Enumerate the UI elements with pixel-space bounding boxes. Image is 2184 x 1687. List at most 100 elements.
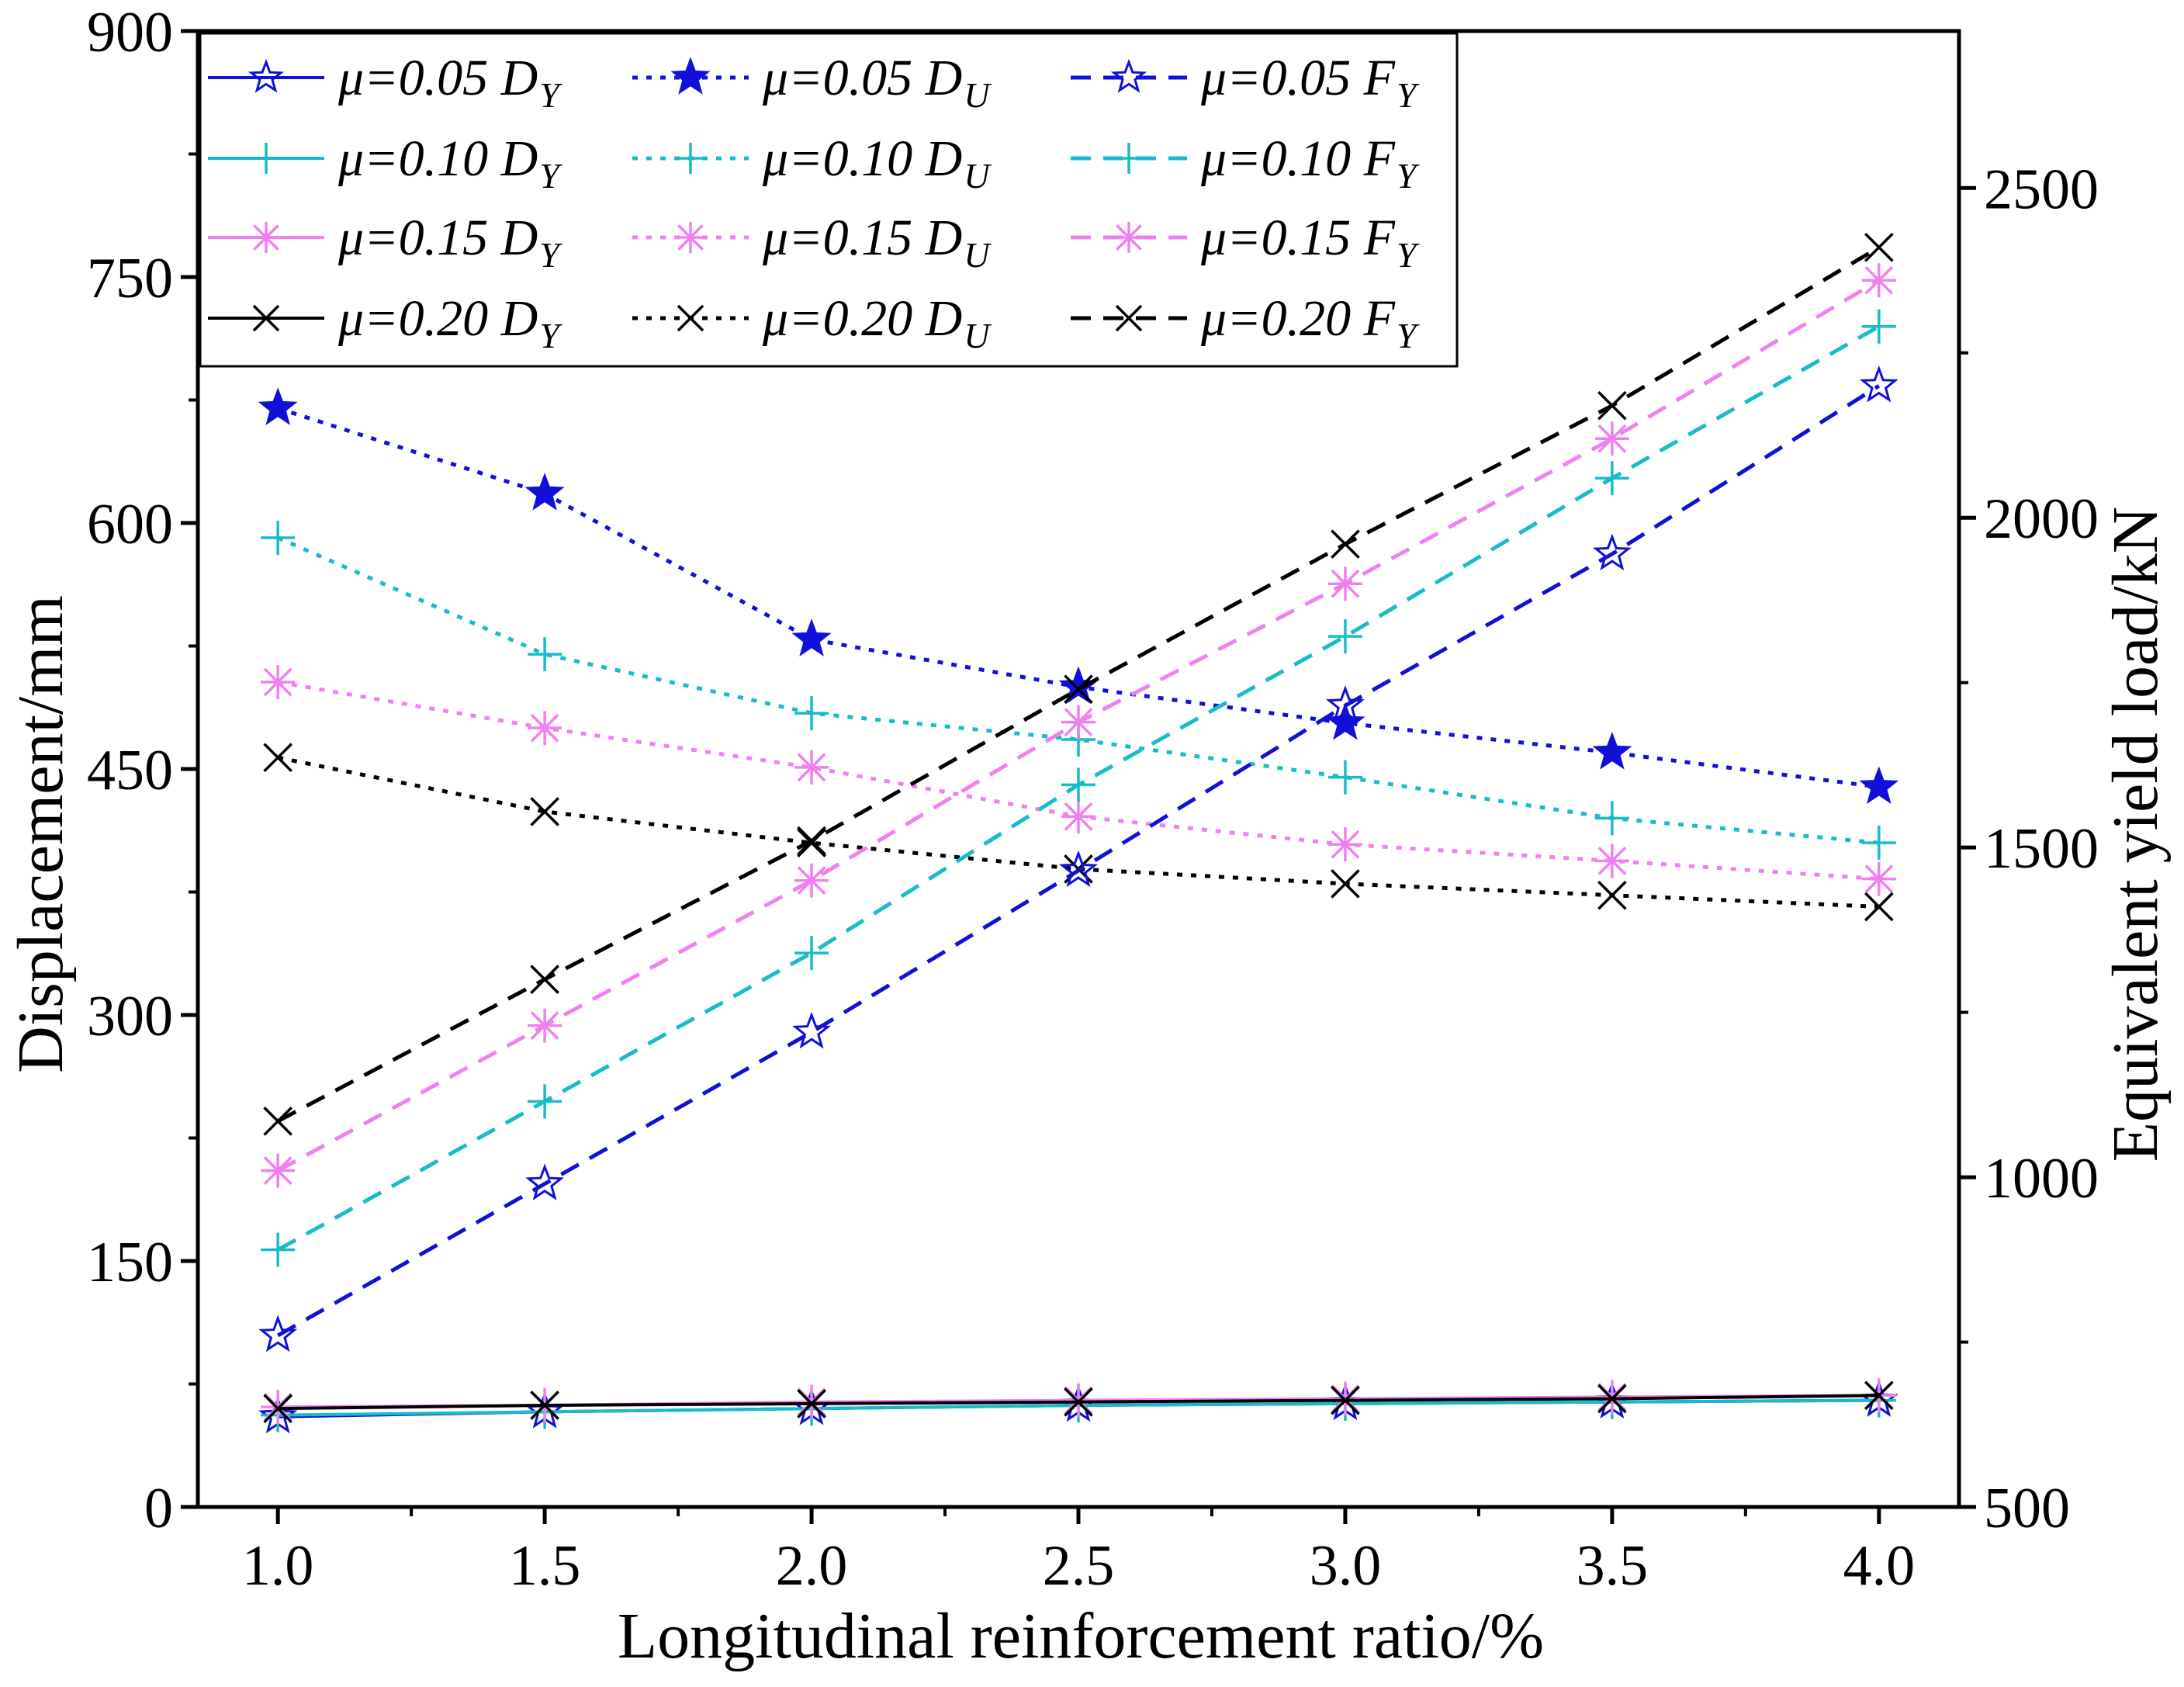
legend-entry-8: μ=0.05 FY <box>1071 50 1420 115</box>
data-point-8-6 <box>1859 365 1898 403</box>
data-point-9-1 <box>528 1084 562 1119</box>
data-point-4-0 <box>258 387 298 425</box>
legend-marker-3 <box>252 304 280 332</box>
legend-marker-10 <box>1113 222 1144 253</box>
data-point-3-5 <box>1597 1384 1627 1414</box>
data-point-11-2 <box>797 826 826 856</box>
data-point-9-5 <box>1594 461 1629 496</box>
data-point-7-6 <box>1864 892 1894 922</box>
y-left-tick-label-900: 900 <box>87 1 173 64</box>
series-8 <box>258 365 1898 1353</box>
y-right-tick-label-2000: 2000 <box>1984 487 2099 551</box>
legend-marker-1 <box>251 143 282 174</box>
x-axis-title: Longitudinal reinforcement ratio/% <box>618 1600 1544 1672</box>
data-point-10-5 <box>1594 421 1629 456</box>
data-point-3-6 <box>1864 1380 1894 1411</box>
data-point-8-4 <box>1325 685 1365 722</box>
legend-label-11: μ=0.20 FY <box>1200 290 1420 355</box>
data-point-4-4 <box>1325 701 1365 740</box>
y-left-tick-label-450: 450 <box>87 739 173 802</box>
legend-label-7: μ=0.20 DU <box>762 290 992 355</box>
legend-marker-5 <box>675 143 706 174</box>
data-point-7-4 <box>1331 869 1360 899</box>
x-tick-label-3.5: 3.5 <box>1577 1534 1649 1598</box>
series-11 <box>263 232 1894 1136</box>
data-point-10-6 <box>1861 263 1896 298</box>
legend-entry-0: μ=0.05 DY <box>208 50 562 115</box>
data-point-4-1 <box>524 473 565 511</box>
data-point-9-0 <box>261 1232 296 1267</box>
x-tick-label-4.0: 4.0 <box>1843 1534 1916 1598</box>
legend-entry-6: μ=0.15 DU <box>632 210 992 275</box>
legend-entry-1: μ=0.10 DY <box>208 130 562 196</box>
legend-entry-2: μ=0.15 DY <box>208 210 562 275</box>
series-5 <box>261 521 1896 861</box>
series-10 <box>261 263 1896 1188</box>
data-point-10-2 <box>794 863 829 898</box>
x-tick-label-2.5: 2.5 <box>1043 1534 1115 1598</box>
data-point-8-2 <box>792 1011 832 1049</box>
data-point-7-0 <box>263 743 293 773</box>
legend-label-1: μ=0.10 DY <box>337 130 562 196</box>
data-point-9-2 <box>794 936 829 971</box>
legend-label-3: μ=0.20 DY <box>337 290 562 355</box>
data-point-11-0 <box>263 1106 293 1136</box>
series-line-8 <box>276 384 1881 1338</box>
series-6 <box>261 664 1896 896</box>
y-axis-title-right: Equivalent yield load/kN <box>2099 507 2172 1162</box>
data-point-10-4 <box>1327 566 1362 601</box>
legend-label-0: μ=0.05 DY <box>337 50 562 115</box>
data-point-11-1 <box>530 965 559 994</box>
legend-marker-0 <box>247 58 285 93</box>
legend-label-8: μ=0.05 FY <box>1200 50 1420 115</box>
legend-marker-2 <box>251 222 282 253</box>
legend-label-2: μ=0.15 DY <box>337 210 562 275</box>
data-point-5-2 <box>794 696 829 731</box>
series-4 <box>258 387 1899 805</box>
legend-marker-8 <box>1110 58 1147 93</box>
legend-label-5: μ=0.10 DU <box>762 130 992 196</box>
y-left-tick-label-600: 600 <box>87 493 173 556</box>
series-3 <box>263 1380 1894 1424</box>
data-point-5-6 <box>1861 826 1896 861</box>
legend-entry-7: μ=0.20 DU <box>632 290 992 355</box>
legend-entry-10: μ=0.15 FY <box>1071 210 1420 275</box>
legend-marker-11 <box>1115 304 1143 332</box>
axes-layer: 1.0 1.5 2.0 2.5 3.0 3.5 4.0 0 150 300 450 600 750 900… <box>87 1 2099 1598</box>
y-left-tick-label-300: 300 <box>87 985 173 1048</box>
data-point-8-0 <box>258 1315 298 1353</box>
y-right-tick-label-2500: 2500 <box>1984 158 2099 221</box>
legend-entry-5: μ=0.10 DU <box>632 130 992 196</box>
data-point-8-1 <box>525 1163 565 1200</box>
legend-entry-11: μ=0.20 FY <box>1071 290 1420 355</box>
data-point-10-0 <box>261 1153 296 1188</box>
legend-entry-9: μ=0.10 FY <box>1071 130 1420 196</box>
data-point-4-6 <box>1859 766 1899 805</box>
data-point-11-5 <box>1597 390 1627 421</box>
legend-label-9: μ=0.10 FY <box>1200 130 1420 196</box>
data-point-6-4 <box>1327 827 1362 862</box>
data-point-11-4 <box>1331 529 1360 559</box>
data-point-5-0 <box>261 521 296 556</box>
data-point-3-4 <box>1331 1385 1360 1415</box>
data-point-5-1 <box>528 637 562 672</box>
data-point-10-3 <box>1061 705 1095 740</box>
legend-marker-9 <box>1113 143 1144 174</box>
data-point-4-5 <box>1592 732 1632 770</box>
y-right-tick-label-500: 500 <box>1984 1477 2070 1540</box>
legend-box <box>199 32 1459 368</box>
data-point-6-6 <box>1861 861 1896 896</box>
series-layer <box>258 232 1899 1434</box>
data-point-11-6 <box>1864 232 1894 262</box>
legend-label-6: μ=0.15 DU <box>762 210 992 275</box>
legend-label-10: μ=0.15 FY <box>1200 210 1420 275</box>
data-point-8-5 <box>1592 533 1632 571</box>
legend-label-4: μ=0.05 DU <box>762 50 992 115</box>
data-point-6-3 <box>1061 799 1095 834</box>
data-point-3-1 <box>530 1391 559 1420</box>
x-tick-label-2.0: 2.0 <box>776 1534 848 1598</box>
data-point-8-3 <box>1059 850 1098 888</box>
data-point-6-1 <box>528 711 562 746</box>
legend: μ=0.05 DY μ=0.10 DY μ=0.15 DY μ=0.20 DY μ=0.… <box>199 32 1459 368</box>
